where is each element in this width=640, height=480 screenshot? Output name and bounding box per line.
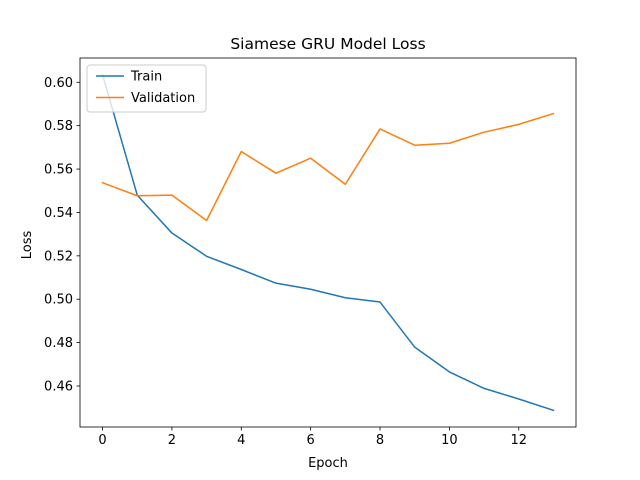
x-tick-label: 12 xyxy=(510,433,527,448)
x-tick-label: 8 xyxy=(376,433,384,448)
legend-label-train: Train xyxy=(130,70,162,85)
y-tick-label: 0.46 xyxy=(44,380,73,395)
x-tick-label: 2 xyxy=(168,433,176,448)
plot-area: 0 2 4 6 8 10 12 0.46 0.48 0.50 0.52 0.54 0.56 0.58 0.6… xyxy=(44,57,577,448)
axes-frame xyxy=(79,57,577,428)
y-tick-label: 0.52 xyxy=(44,249,73,264)
y-tick-label: 0.60 xyxy=(44,76,73,91)
series-line-train xyxy=(101,73,555,412)
x-tick-label: 6 xyxy=(307,433,315,448)
legend-label-validation: Validation xyxy=(131,91,195,106)
y-axis-label: Loss xyxy=(20,231,35,260)
y-tick-label: 0.54 xyxy=(44,206,73,221)
x-tick-label: 10 xyxy=(441,433,458,448)
y-tick-label: 0.50 xyxy=(44,293,73,308)
legend: Train Validation xyxy=(86,64,207,113)
chart-title: Siamese GRU Model Loss xyxy=(230,35,425,53)
y-tick-label: 0.58 xyxy=(44,119,73,134)
series-line-validation xyxy=(101,112,555,222)
x-tick-label: 4 xyxy=(237,433,245,448)
x-axis-label: Epoch xyxy=(308,456,348,471)
y-tick-label: 0.48 xyxy=(44,336,73,351)
x-tick-label: 0 xyxy=(98,433,106,448)
y-tick-label: 0.56 xyxy=(44,163,73,178)
